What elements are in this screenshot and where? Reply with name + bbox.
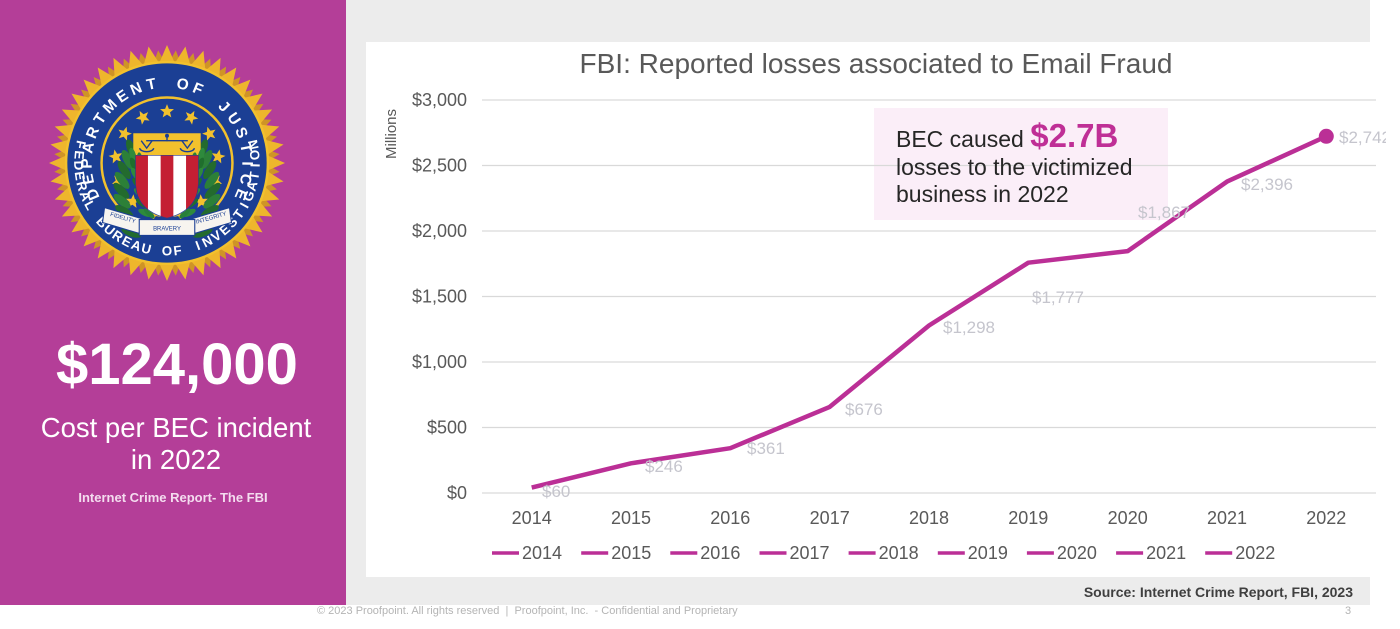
svg-text:E: E xyxy=(72,170,88,181)
svg-text:$3,000: $3,000 xyxy=(412,90,467,110)
svg-text:O: O xyxy=(175,75,190,94)
svg-text:$676: $676 xyxy=(845,400,883,419)
svg-text:P: P xyxy=(79,158,96,168)
svg-text:$500: $500 xyxy=(427,418,467,438)
svg-text:I: I xyxy=(237,200,252,210)
svg-text:$2,742: $2,742 xyxy=(1339,128,1386,147)
svg-text:T: T xyxy=(145,75,158,94)
svg-text:C: C xyxy=(236,172,255,186)
svg-text:2022: 2022 xyxy=(1306,508,1346,528)
svg-text:2020: 2020 xyxy=(1057,543,1097,563)
svg-text:$1,000: $1,000 xyxy=(412,352,467,372)
svg-text:2018: 2018 xyxy=(909,508,949,528)
svg-text:2015: 2015 xyxy=(611,508,651,528)
svg-text:F: F xyxy=(173,243,183,259)
svg-text:$361: $361 xyxy=(747,439,785,458)
svg-text:$1,867: $1,867 xyxy=(1138,203,1190,222)
svg-text:A: A xyxy=(79,141,98,155)
svg-text:U: U xyxy=(140,240,153,257)
svg-text:$2,500: $2,500 xyxy=(412,156,467,176)
svg-text:2021: 2021 xyxy=(1207,508,1247,528)
svg-text:$2,396: $2,396 xyxy=(1241,175,1293,194)
svg-text:I: I xyxy=(248,163,263,167)
svg-text:2017: 2017 xyxy=(790,543,830,563)
svg-text:2019: 2019 xyxy=(1008,508,1048,528)
svg-text:I: I xyxy=(193,238,202,253)
svg-text:2015: 2015 xyxy=(611,543,651,563)
svg-text:$2,000: $2,000 xyxy=(412,221,467,241)
svg-text:2014: 2014 xyxy=(512,508,552,528)
svg-text:T: T xyxy=(246,170,262,181)
svg-text:$1,298: $1,298 xyxy=(943,318,995,337)
svg-text:F: F xyxy=(72,139,88,150)
svg-text:E: E xyxy=(79,172,98,185)
svg-text:O: O xyxy=(162,244,172,259)
svg-text:A: A xyxy=(244,179,261,193)
svg-text:2018: 2018 xyxy=(879,543,919,563)
svg-text:BRAVERY: BRAVERY xyxy=(153,226,181,232)
svg-text:$0: $0 xyxy=(447,483,467,503)
svg-text:I: I xyxy=(238,161,255,165)
svg-text:$246: $246 xyxy=(645,457,683,476)
svg-text:2019: 2019 xyxy=(968,543,1008,563)
svg-text:2017: 2017 xyxy=(810,508,850,528)
svg-text:2014: 2014 xyxy=(522,543,562,563)
svg-text:2021: 2021 xyxy=(1146,543,1186,563)
svg-text:O: O xyxy=(247,149,263,161)
svg-text:T: T xyxy=(236,142,255,155)
svg-text:E: E xyxy=(71,150,87,160)
svg-text:D: D xyxy=(71,160,86,170)
svg-text:$60: $60 xyxy=(542,482,570,501)
svg-text:2016: 2016 xyxy=(700,543,740,563)
svg-text:N: N xyxy=(245,138,262,151)
svg-text:R: R xyxy=(73,179,90,193)
svg-text:2020: 2020 xyxy=(1108,508,1148,528)
svg-text:$1,500: $1,500 xyxy=(412,287,467,307)
svg-text:$1,777: $1,777 xyxy=(1032,288,1084,307)
svg-text:2016: 2016 xyxy=(710,508,750,528)
svg-text:2022: 2022 xyxy=(1235,543,1275,563)
svg-text:Millions: Millions xyxy=(383,109,400,159)
